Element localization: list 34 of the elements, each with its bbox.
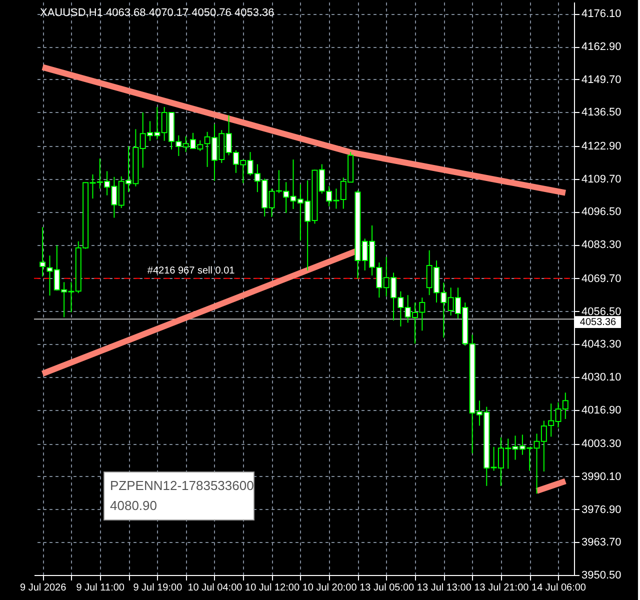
- y-tick-label: 3963.70: [582, 536, 622, 549]
- y-tick-label: 4122.90: [582, 140, 622, 153]
- y-tick-label: 4149.70: [582, 74, 622, 86]
- y-tick-label: 4043.30: [582, 338, 622, 351]
- y-tick-label: 4162.90: [582, 41, 622, 54]
- y-tick-label: 4083.30: [582, 239, 622, 252]
- x-tick-label: 9 Jul 19:00: [133, 582, 183, 594]
- y-tick-label: 4136.50: [582, 106, 622, 119]
- y-tick-label: 3950.50: [582, 570, 622, 582]
- y-tick-label: 4096.50: [582, 206, 622, 218]
- y-tick-label: 4056.50: [582, 306, 622, 318]
- x-tick-label: 10 Jul 20:00: [302, 582, 358, 594]
- y-tick-label: 4069.70: [582, 272, 622, 285]
- y-tick-label: 4030.10: [582, 371, 622, 384]
- y-tick-label: 4016.90: [582, 404, 622, 416]
- ref-line-label: 4053.36: [580, 317, 617, 328]
- ref-line-label: #4216 967 sell 0.01: [147, 265, 236, 276]
- x-tick-label: 14 Jul 06:00: [532, 582, 586, 594]
- x-tick-label: 10 Jul 12:00: [245, 582, 300, 594]
- y-tick-label: 4003.30: [582, 438, 622, 450]
- y-tick-label: 3976.90: [582, 504, 622, 516]
- x-tick-label: 9 Jul 11:00: [76, 582, 125, 594]
- x-tick-label: 10 Jul 04:00: [188, 582, 243, 594]
- y-tick-label: 4176.10: [582, 8, 622, 20]
- annotation: 4080.90: [110, 498, 157, 513]
- x-tick-label: 9 Jul 2026: [20, 582, 67, 594]
- y-tick-label: 4109.70: [582, 173, 622, 186]
- x-tick-label: 13 Jul 13:00: [416, 582, 472, 594]
- x-tick-label: 13 Jul 05:00: [360, 582, 415, 594]
- candlestick: [40, 226, 46, 277]
- x-tick-label: 13 Jul 21:00: [474, 582, 530, 594]
- chart-title: XAUUSD,H1 4063.68 4070.17 4050.76 4053.36: [40, 7, 274, 19]
- y-tick-label: 3990.10: [582, 470, 622, 483]
- annotation: PZPENN12-1783533600: [110, 478, 254, 493]
